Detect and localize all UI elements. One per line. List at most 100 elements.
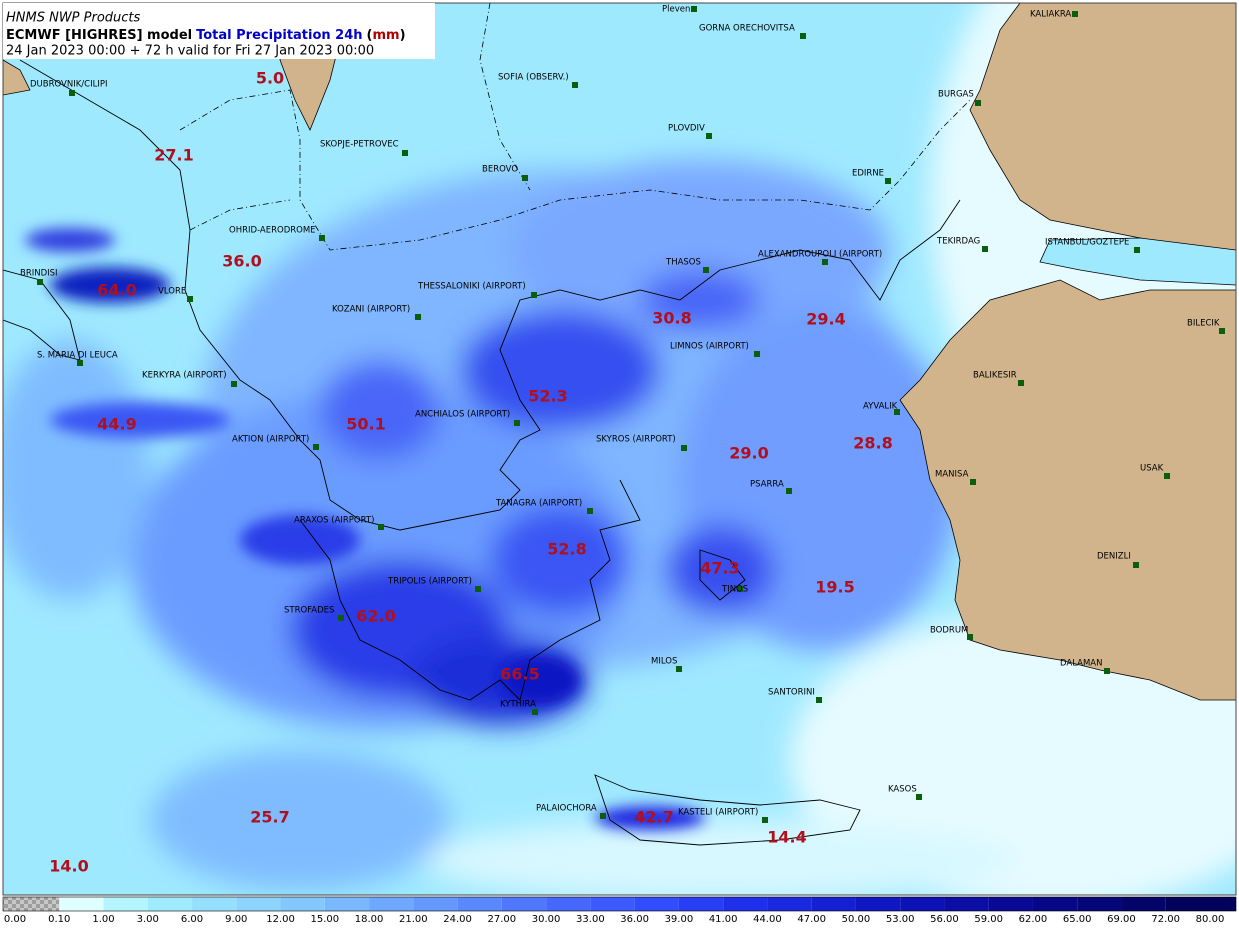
station-label: MILOS bbox=[651, 657, 677, 667]
colorbar-segment bbox=[324, 897, 370, 911]
map bbox=[3, 3, 1236, 895]
station-marker bbox=[1134, 247, 1140, 253]
station-marker bbox=[894, 409, 900, 415]
colorbar-label: 72.00 bbox=[1151, 914, 1180, 925]
colorbar-label: 6.00 bbox=[181, 914, 203, 925]
colorbar-segment bbox=[1165, 897, 1236, 911]
colorbar-segment bbox=[634, 897, 679, 911]
stations: Pleven GORNA ORECHOVITSA KALIAKRA DUBROVNIK… bbox=[20, 5, 1225, 823]
colorbar-label: 65.00 bbox=[1063, 914, 1092, 925]
colorbar-label: 9.00 bbox=[225, 914, 247, 925]
colorbar-segment bbox=[988, 897, 1033, 911]
station-label: KASOS bbox=[888, 785, 917, 795]
colorbar-label: 56.00 bbox=[930, 914, 959, 925]
station-marker bbox=[754, 351, 760, 357]
station-label: PLOVDIV bbox=[668, 124, 705, 134]
station-marker bbox=[762, 817, 768, 823]
station-label: OHRID-AERODROME bbox=[229, 226, 316, 236]
colorbar-segment bbox=[236, 897, 281, 911]
precip-value: 42.7 bbox=[634, 808, 673, 827]
precip-value: 25.7 bbox=[250, 808, 289, 827]
colorbar-label: 30.00 bbox=[532, 914, 561, 925]
colorbar-segment bbox=[900, 897, 945, 911]
station-marker bbox=[532, 709, 538, 715]
colorbar-label: 33.00 bbox=[576, 914, 605, 925]
colorbar-segment bbox=[767, 897, 812, 911]
station-marker bbox=[786, 488, 792, 494]
precip-value: 14.4 bbox=[767, 828, 806, 847]
station-marker bbox=[676, 666, 682, 672]
station-label: THESSALONIKI (AIRPORT) bbox=[417, 282, 526, 292]
colorbar-segment bbox=[413, 897, 458, 911]
station-marker bbox=[706, 133, 712, 139]
station-marker bbox=[967, 634, 973, 640]
header-box bbox=[3, 3, 435, 59]
station-marker bbox=[319, 235, 325, 241]
station-label: PALAIOCHORA bbox=[536, 804, 597, 814]
station-label: KOZANI (AIRPORT) bbox=[332, 305, 410, 315]
map-frame bbox=[2, 2, 1237, 896]
colorbar-label: 50.00 bbox=[842, 914, 871, 925]
colorbar-segment bbox=[811, 897, 856, 911]
station-label: ARAXOS (AIRPORT) bbox=[294, 516, 374, 526]
colorbar-label: 0.10 bbox=[48, 914, 70, 925]
colorbar-segment bbox=[147, 897, 193, 911]
station-marker bbox=[378, 524, 384, 530]
station-label: Pleven bbox=[662, 5, 690, 15]
station-label: EDIRNE bbox=[852, 169, 884, 179]
colorbar-label: 36.00 bbox=[620, 914, 649, 925]
colorbar-segment bbox=[192, 897, 237, 911]
station-label: THASOS bbox=[665, 258, 701, 268]
station-label: KYTHIRA bbox=[500, 700, 536, 710]
colorbar-segment bbox=[59, 897, 104, 911]
precip-value: 52.3 bbox=[528, 387, 567, 406]
colorbar-label: 47.00 bbox=[797, 914, 826, 925]
precip-value: 29.0 bbox=[729, 444, 768, 463]
station-marker bbox=[885, 178, 891, 184]
station-label: KASTELI (AIRPORT) bbox=[678, 808, 758, 818]
station-marker bbox=[37, 279, 43, 285]
station-label: TRIPOLIS (AIRPORT) bbox=[387, 577, 472, 587]
colorbar-label: 39.00 bbox=[665, 914, 694, 925]
precip-value: 28.8 bbox=[853, 434, 892, 453]
station-marker bbox=[681, 445, 687, 451]
precip-value: 19.5 bbox=[815, 578, 854, 597]
station-marker bbox=[572, 82, 578, 88]
colorbar-segment bbox=[1121, 897, 1166, 911]
station-label: BRINDISI bbox=[20, 269, 58, 279]
colorbar-label: 18.00 bbox=[355, 914, 384, 925]
station-label: ALEXANDROUPOLI (AIRPORT) bbox=[758, 250, 882, 260]
colorbar: 0.00 0.10 1.00 3.00 6.00 9.00 12.00 15.00 18.00 2… bbox=[2, 896, 1237, 925]
title-part: ECMWF [HIGHRES] model bbox=[6, 28, 192, 43]
station-marker bbox=[737, 586, 743, 592]
station-label: SOFIA (OBSERV.) bbox=[498, 73, 569, 83]
precip-value: 5.0 bbox=[256, 69, 284, 88]
station-marker bbox=[69, 90, 75, 96]
precip-cores bbox=[25, 228, 705, 830]
station-label: AYVALIK bbox=[863, 402, 898, 412]
colorbar-segment bbox=[546, 897, 591, 911]
station-label: TEKIRDAG bbox=[936, 237, 980, 247]
precip-value: 66.5 bbox=[500, 665, 539, 684]
station-marker bbox=[816, 697, 822, 703]
station-marker bbox=[313, 444, 319, 450]
title-part: ) bbox=[400, 28, 406, 43]
station-label: AKTION (AIRPORT) bbox=[232, 435, 309, 445]
colorbar-label: 24.00 bbox=[443, 914, 472, 925]
borders bbox=[179, 3, 971, 251]
colorbar-pattern bbox=[3, 897, 60, 911]
precip-value: 36.0 bbox=[222, 252, 261, 271]
precip-value: 27.1 bbox=[154, 146, 193, 165]
precip-value: 14.0 bbox=[49, 857, 88, 876]
station-marker bbox=[975, 100, 981, 106]
station-label: ANCHIALOS (AIRPORT) bbox=[415, 410, 510, 420]
precip-value: 50.1 bbox=[346, 415, 385, 434]
colorbar-segment bbox=[944, 897, 989, 911]
station-label: BODRUM bbox=[930, 626, 968, 636]
station-marker bbox=[475, 586, 481, 592]
station-marker bbox=[187, 296, 193, 302]
value-labels: 5.0 27.1 36.0 64.0 30.8 29.4 52.3 44.9 50.1 29.0 2… bbox=[49, 69, 892, 876]
station-label: STROFADES bbox=[284, 606, 334, 616]
station-label: USAK bbox=[1140, 464, 1164, 474]
station-label: MANISA bbox=[935, 470, 969, 480]
